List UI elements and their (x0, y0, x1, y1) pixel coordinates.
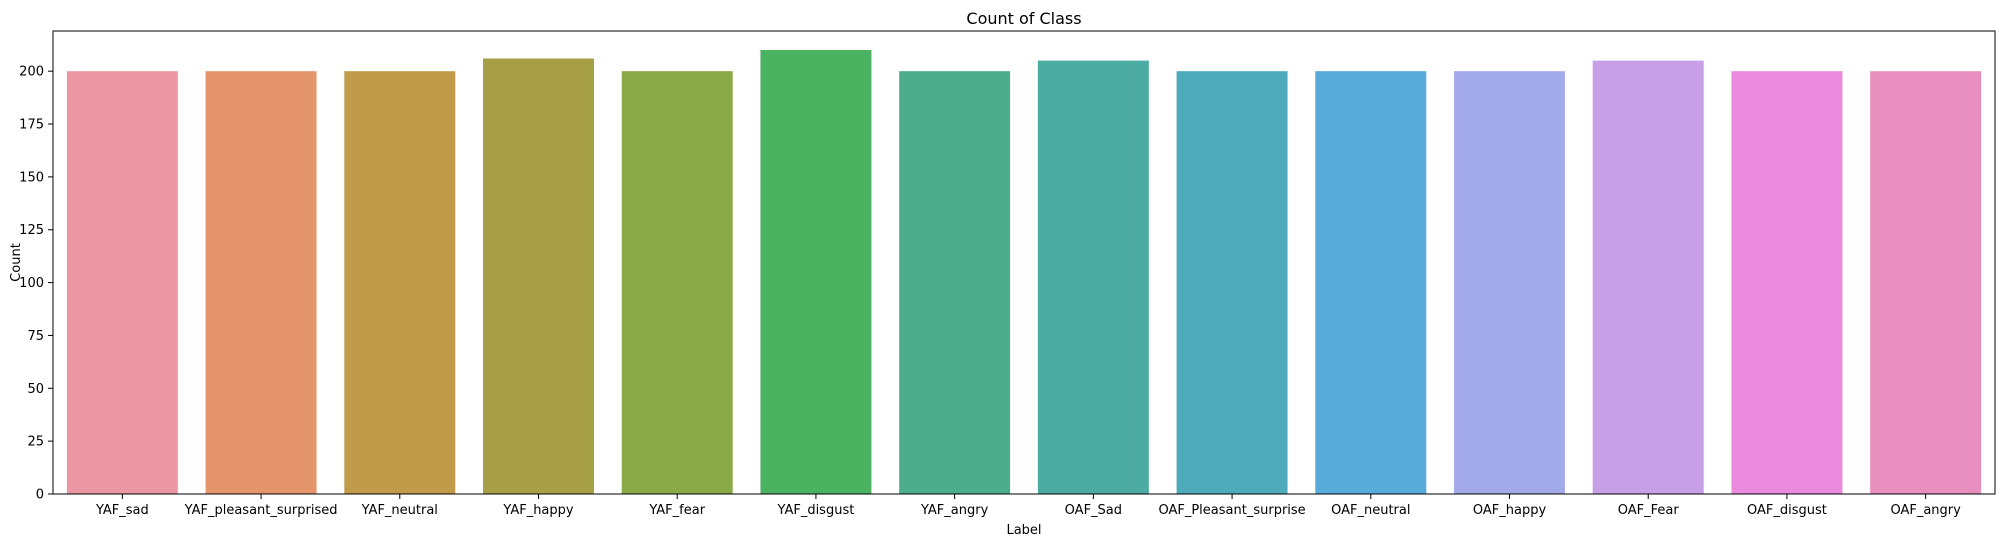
y-tick-label: 125 (19, 223, 44, 238)
bar-oaf-pleasant-surprise (1176, 71, 1288, 495)
x-tick-label: OAF_happy (1473, 503, 1547, 518)
bar-yaf-pleasant-surprised (205, 71, 317, 495)
x-tick-label: YAF_neutral (361, 503, 438, 518)
x-tick-label: OAF_Fear (1618, 503, 1680, 518)
y-tick-label: 25 (27, 435, 44, 450)
x-tick-label: OAF_neutral (1331, 503, 1410, 518)
plot-frame (52, 30, 1996, 495)
x-tick-label: YAF_angry (920, 503, 989, 518)
x-tick-label: YAF_fear (648, 503, 705, 518)
x-tick-label: YAF_happy (502, 503, 574, 518)
bar-oaf-fear (1592, 60, 1704, 494)
bar-oaf-sad (1037, 60, 1149, 494)
x-tick-label: OAF_angry (1890, 503, 1961, 518)
bar-oaf-neutral (1315, 71, 1427, 495)
chart-title: Count of Class (966, 9, 1081, 28)
y-axis-label: Count (9, 243, 24, 282)
y-tick-label: 150 (19, 170, 44, 185)
x-tick-label: OAF_Sad (1065, 503, 1122, 518)
bar-yaf-fear (621, 71, 733, 495)
bar-yaf-angry (899, 71, 1011, 495)
x-ticks-group: YAF_sad YAF_pleasant_surprised YAF_neutral… (95, 494, 1961, 518)
y-tick-label: 75 (27, 329, 44, 344)
x-tick-label: OAF_Pleasant_surprise (1158, 503, 1305, 518)
y-tick-label: 175 (19, 118, 44, 133)
bar-yaf-sad (66, 71, 178, 495)
x-tick-label: YAF_sad (95, 503, 149, 518)
bar-yaf-neutral (344, 71, 456, 495)
y-tick-label: 200 (19, 65, 44, 80)
x-tick-label: YAF_disgust (777, 503, 855, 518)
bar-oaf-angry (1870, 71, 1982, 495)
bar-oaf-happy (1454, 71, 1565, 495)
y-tick-label: 100 (19, 276, 44, 291)
bar-yaf-disgust (760, 50, 872, 494)
y-tick-label: 50 (27, 382, 44, 397)
bar-oaf-disgust (1731, 71, 1843, 495)
bar-yaf-happy (483, 58, 594, 495)
x-tick-label: YAF_pleasant_surprised (184, 503, 338, 518)
y-tick-label: 0 (36, 488, 44, 503)
bars-group (66, 50, 1982, 495)
x-axis-label: Label (1006, 523, 1041, 538)
x-tick-label: OAF_disgust (1747, 503, 1827, 518)
y-ticks-group: 0 25 50 75 100 125 150 175 200 (19, 65, 53, 503)
